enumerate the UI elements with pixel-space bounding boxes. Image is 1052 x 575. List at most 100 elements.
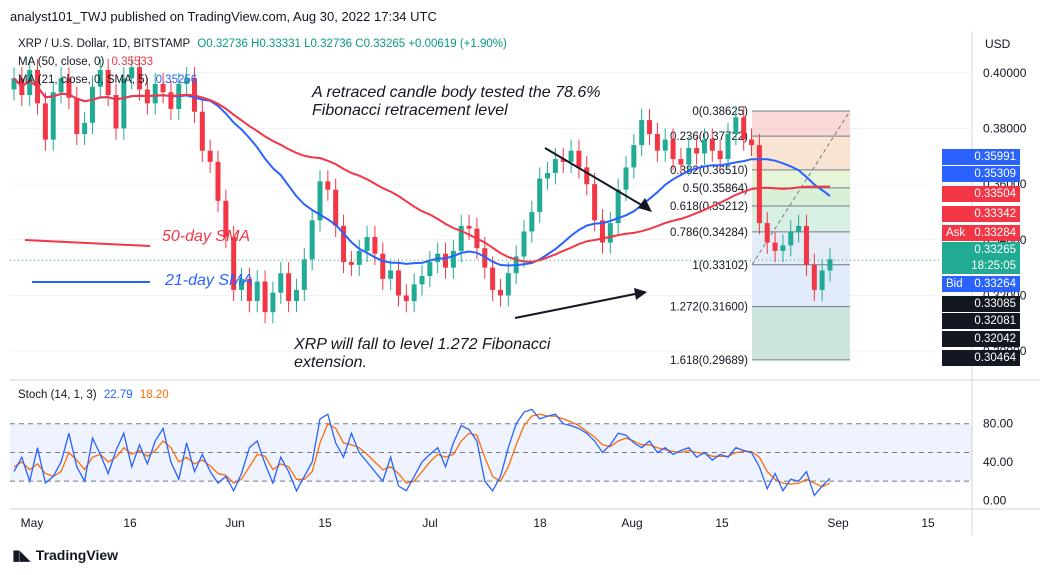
- tradingview-logo-icon: ▮◣: [12, 547, 31, 564]
- candle-body: [372, 237, 378, 254]
- candle-body: [819, 270, 825, 290]
- candle-body: [803, 225, 809, 265]
- price-tag: 0.33504: [942, 186, 1020, 202]
- candle-body: [113, 95, 119, 129]
- candle-body: [333, 189, 339, 226]
- candle-body: [647, 120, 653, 135]
- candle-body: [827, 259, 833, 271]
- candle-body: [466, 225, 472, 229]
- candle-body: [450, 250, 456, 268]
- candle-body: [97, 69, 103, 87]
- candle-body: [309, 220, 315, 260]
- candle-body: [341, 225, 347, 263]
- fib-level-label: 0.382(0.36510): [670, 165, 748, 177]
- time-tick-label: Jul: [422, 516, 437, 530]
- candle-body: [105, 69, 111, 96]
- stoch-tick-label: 80.00: [983, 417, 1013, 431]
- fib-zone: [752, 136, 850, 170]
- candle-body: [717, 150, 723, 160]
- time-tick-label: 18: [533, 516, 547, 530]
- candle-body: [254, 281, 260, 302]
- fib-level-label: 1(0.33102): [692, 260, 748, 272]
- price-tag: 0.32042: [942, 331, 1020, 347]
- ohlc-values: O0.32736 H0.33331 L0.32736 C0.33265 +0.0…: [197, 38, 507, 50]
- candle-body: [395, 270, 401, 296]
- candle-body: [278, 273, 284, 293]
- candle-body: [66, 78, 72, 98]
- candle-body: [419, 275, 425, 285]
- price-tag-value: 0.32081: [974, 315, 1016, 327]
- candle-body: [505, 273, 511, 296]
- candle-body: [552, 159, 558, 173]
- publish-header: analyst101_TWJ published on TradingView.…: [10, 9, 437, 24]
- candle-body: [380, 253, 386, 279]
- price-tag: Bid 0.33264: [942, 276, 1020, 292]
- time-tick-label: 15: [715, 516, 729, 530]
- candle-body: [239, 278, 245, 290]
- candle-body: [756, 145, 762, 224]
- fib-zone: [752, 169, 850, 188]
- candle-body: [317, 181, 323, 221]
- candle-body: [403, 295, 409, 302]
- candle-body: [50, 92, 56, 140]
- candle-body: [686, 147, 692, 165]
- annotation-extension: XRP will fall to level 1.272 Fibonacci e…: [294, 336, 551, 371]
- candle-body: [27, 69, 33, 96]
- candle-body: [780, 245, 786, 251]
- price-tag: 0.32081: [942, 313, 1020, 329]
- candle-body: [356, 250, 362, 265]
- candle-body: [270, 292, 276, 313]
- fib-level-label: 1.618(0.29689): [670, 355, 748, 367]
- candle-body: [490, 267, 496, 290]
- candle-body: [545, 172, 551, 179]
- ma50-label: MA (50, close, 0): [18, 56, 105, 68]
- candle-body: [301, 259, 307, 290]
- legend-symbol: XRP / U.S. Dollar, 1D, BITSTAMP O0.32736…: [18, 38, 511, 50]
- candle-body: [678, 159, 684, 165]
- candle-body: [592, 184, 598, 221]
- candle-body: [348, 262, 354, 265]
- candle-body: [749, 139, 755, 146]
- candle-body: [246, 278, 252, 302]
- price-tag-value: 18:25:05: [971, 260, 1016, 272]
- candle-body: [733, 117, 739, 135]
- time-tick-label: Jun: [225, 516, 244, 530]
- candle-body: [599, 220, 605, 243]
- candle-body: [670, 139, 676, 160]
- price-tag-value: 0.33264: [974, 278, 1016, 290]
- candle-body: [58, 78, 64, 93]
- stoch-k-value: 22.79: [103, 389, 133, 401]
- candle-body: [129, 67, 135, 79]
- legend-stoch: Stoch (14, 1, 3) 22.79 18.20: [18, 389, 173, 401]
- candle-body: [764, 223, 770, 243]
- candle-body: [529, 211, 535, 232]
- sma50-label: 50-day SMA: [162, 228, 251, 245]
- candle-body: [537, 178, 543, 212]
- fib-zone: [752, 111, 850, 137]
- candle-body: [811, 264, 817, 290]
- candle-body: [497, 289, 503, 296]
- tradingview-logo[interactable]: ▮◣ TradingView: [12, 546, 118, 564]
- stoch-tick-label: 0.00: [983, 493, 1007, 507]
- candle-body: [694, 147, 700, 154]
- price-tag: Ask 0.33284: [942, 225, 1020, 241]
- candle-body: [215, 161, 221, 201]
- candle-body: [74, 97, 80, 135]
- candle-body: [207, 150, 213, 162]
- candle-body: [411, 284, 417, 302]
- time-tick-label: 15: [921, 516, 935, 530]
- candle-body: [623, 167, 629, 190]
- fib-zone: [752, 187, 850, 207]
- price-tag-value: 0.33284: [974, 227, 1016, 239]
- candle-body: [560, 159, 566, 162]
- price-tag: 0.33085: [942, 296, 1020, 312]
- price-tag-value: 0.32042: [974, 333, 1016, 345]
- candle-body: [184, 78, 190, 84]
- time-tick-label: Aug: [621, 516, 642, 530]
- legend-ma21: MA (21, close, 0, SMA, 5) 0.35256: [18, 74, 201, 86]
- candle-body: [725, 134, 731, 160]
- price-tag-label: Ask: [946, 227, 966, 239]
- stoch-label: Stoch (14, 1, 3): [18, 389, 97, 401]
- stoch-d-value: 18.20: [139, 389, 169, 401]
